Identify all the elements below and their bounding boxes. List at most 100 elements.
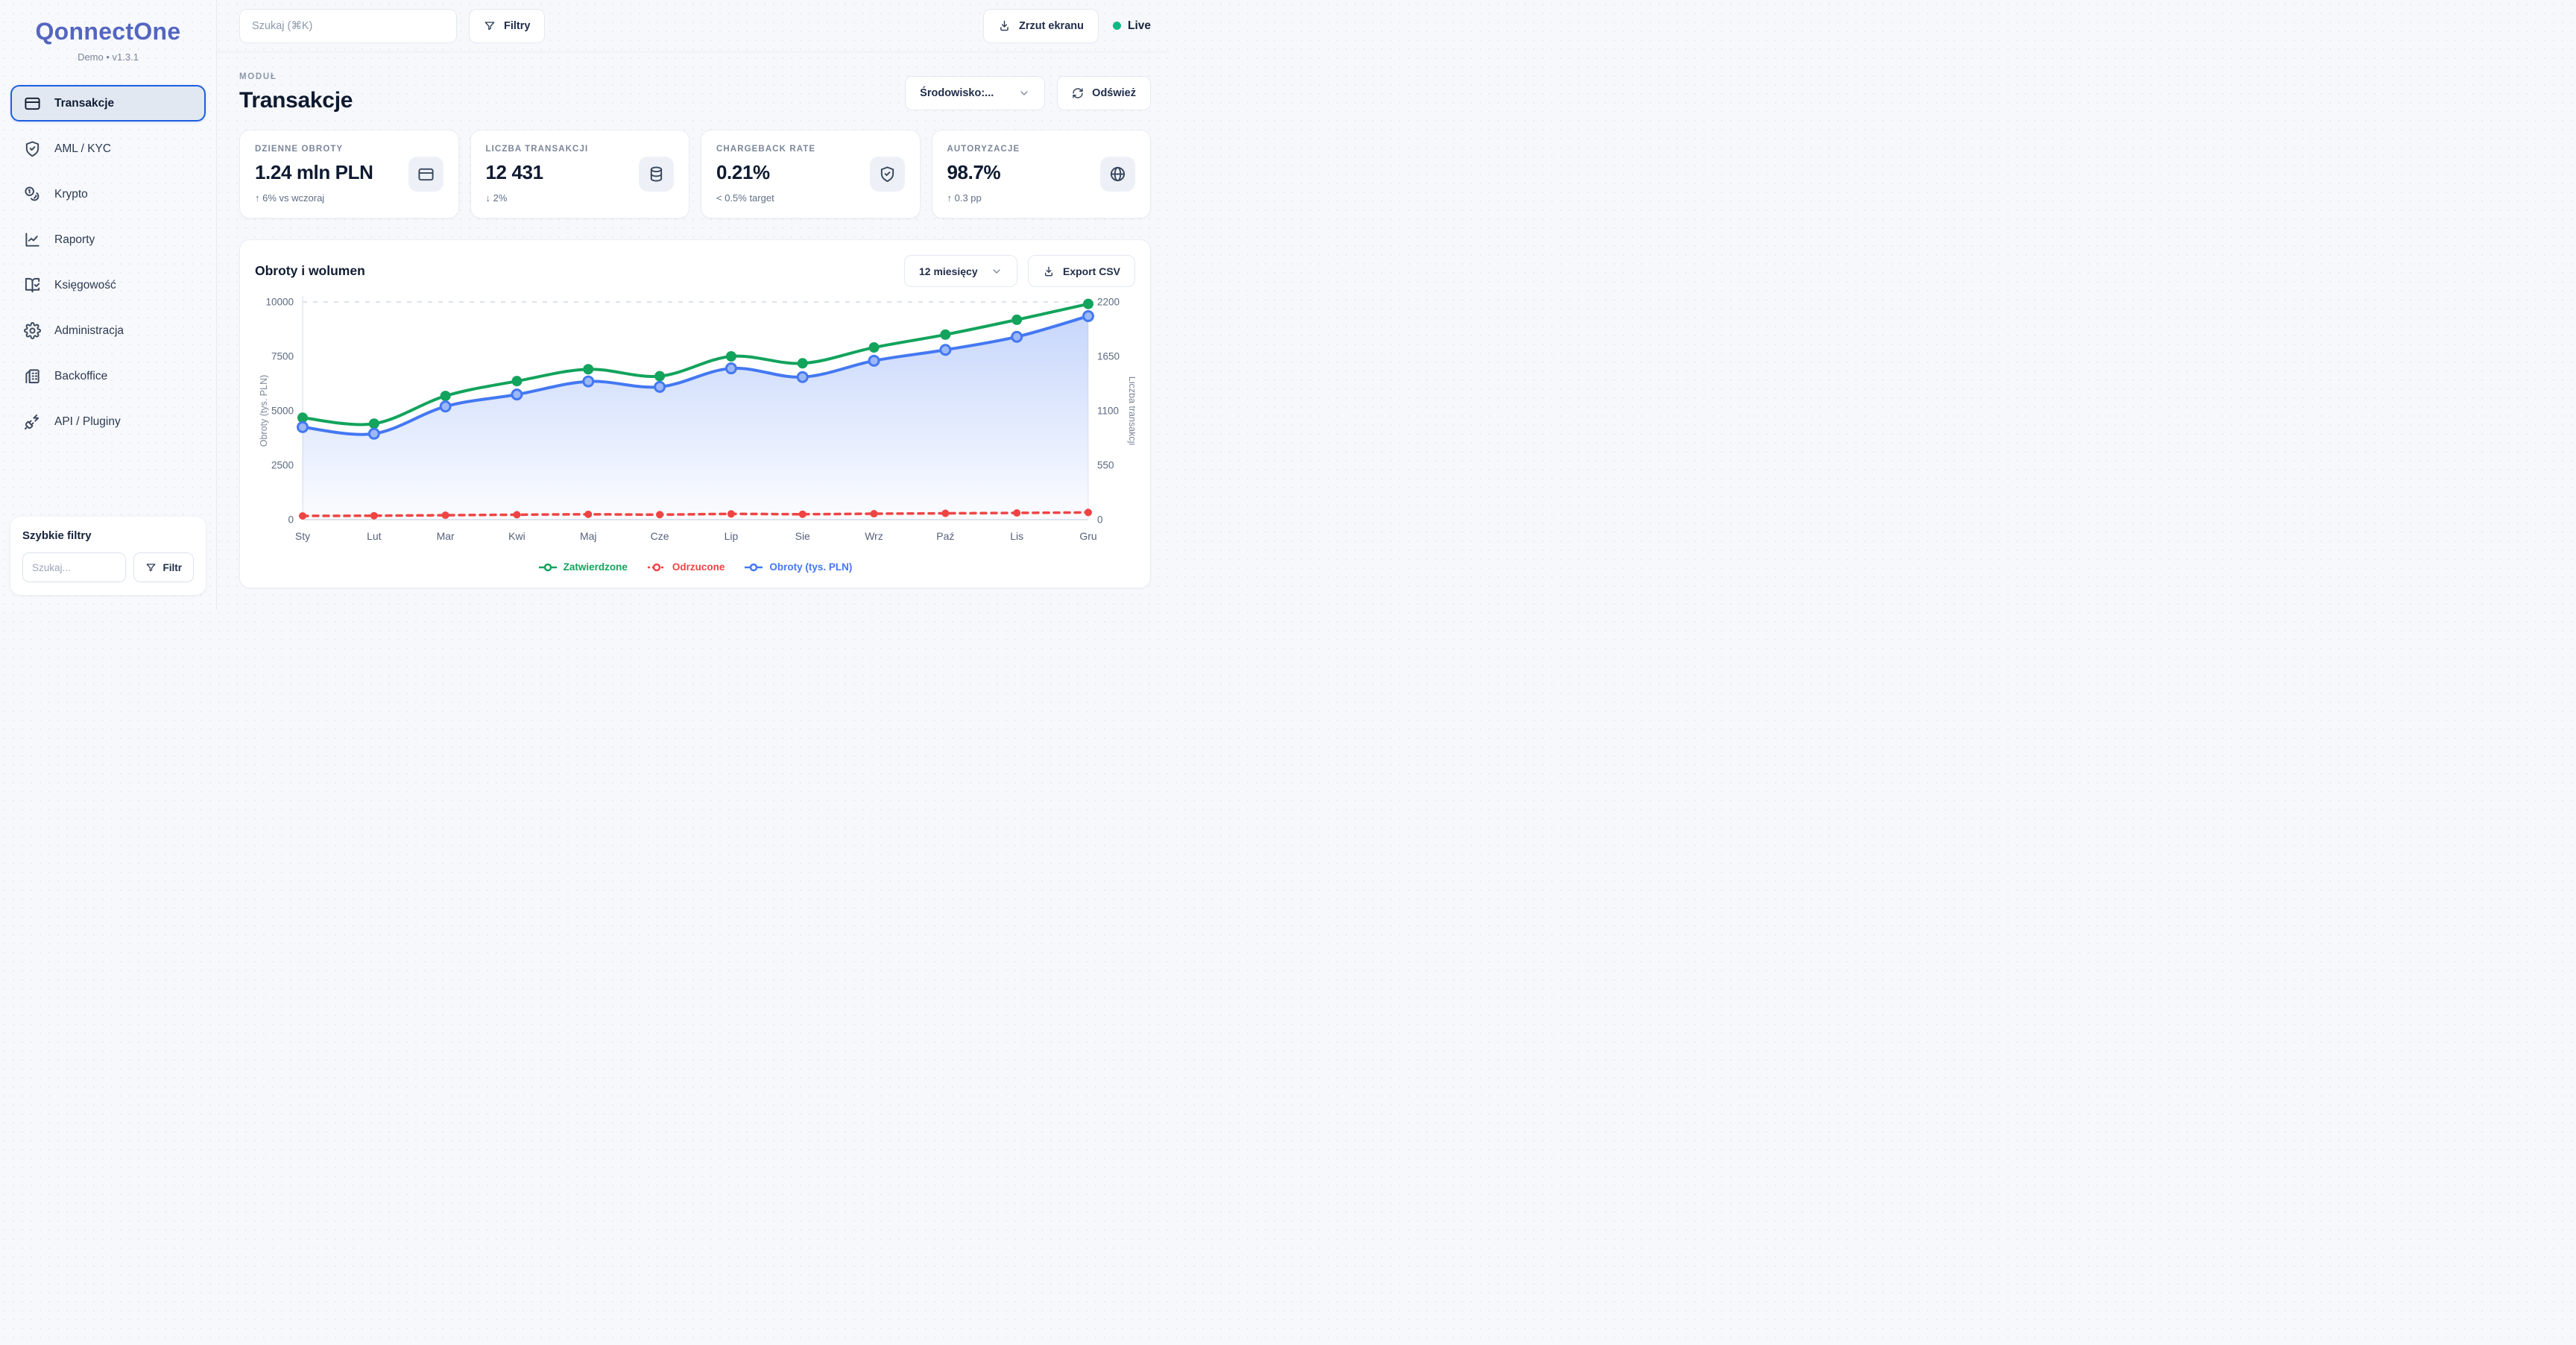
credit-card-icon — [417, 166, 435, 183]
sidebar-nav: Transakcje AML / KYC Krypto Raporty Księgowo… — [10, 85, 206, 440]
data-point-odrzucone — [727, 510, 735, 518]
data-point-zatwierdzone — [583, 364, 594, 375]
data-point-obroty-tys-pln — [1082, 309, 1094, 322]
kpi-metric-sub: ↓ 2% — [485, 192, 508, 204]
legend-marker — [745, 563, 763, 571]
series-area-obroty-tys-pln — [303, 315, 1088, 520]
x-axis-tick: Lut — [367, 530, 382, 542]
kpi-card-liczba-transakcji: LICZBA TRANSAKCJI 12 431 ↓ 2% — [470, 130, 689, 218]
data-point-zatwierdzone — [725, 351, 736, 362]
kpi-metric-value: 98.7% — [947, 161, 1001, 183]
legend-item-zatwierdzone[interactable]: Zatwierdzone — [538, 561, 628, 573]
page-title: Transakcje — [239, 88, 353, 113]
gear-icon — [24, 322, 41, 339]
sidebar-item-api-pluginy[interactable]: API / Pluginy — [10, 403, 206, 440]
kpi-row: DZIENNE OBROTY 1.24 mln PLN ↑ 6% vs wczora… — [239, 130, 1151, 218]
y-axis-right-tick: 1650 — [1097, 351, 1120, 362]
data-point-obroty-tys-pln — [297, 420, 309, 433]
y-axis-left-tick: 7500 — [271, 351, 294, 362]
refresh-icon — [1072, 87, 1084, 99]
chart-legend: Zatwierdzone Odrzucone Obroty (tys. PLN) — [255, 558, 1135, 580]
turnover-volume-chart: 0 2500 5000 7500 10000 0 550 1100 1650 2200 Sty Lut… — [259, 296, 1135, 542]
kpi-card-autoryzacje: AUTORYZACJE 98.7% ↑ 0.3 pp — [931, 130, 1151, 218]
chevron-down-icon — [1018, 87, 1030, 99]
coins-icon — [24, 186, 41, 203]
kpi-icon-box — [408, 157, 443, 192]
brand-subtitle: Demo • v1.3.1 — [78, 51, 139, 63]
x-axis-tick: Maj — [580, 530, 597, 542]
content: MODUŁ Transakcje Środowisko:... Odśwież … — [217, 52, 1169, 610]
quick-filter-search-input[interactable] — [22, 552, 126, 582]
refresh-button[interactable]: Odśwież — [1057, 75, 1151, 110]
x-axis-tick: Lis — [1010, 530, 1023, 542]
quick-filter-button[interactable]: Filtr — [133, 552, 194, 582]
sidebar-item-label: Księgowość — [54, 278, 116, 292]
data-point-odrzucone — [941, 509, 950, 517]
chart-title: Obroty i wolumen — [255, 263, 365, 278]
quick-filters-title: Szybkie filtry — [22, 529, 92, 542]
kpi-metric-sub: ↑ 6% vs wczoraj — [255, 192, 325, 204]
y-axis-left-tick: 2500 — [271, 460, 294, 471]
sidebar-item-ksi-gowo[interactable]: Księgowość — [10, 267, 206, 303]
sidebar-item-label: API / Pluginy — [54, 415, 121, 428]
x-axis-tick: Wrz — [865, 530, 883, 542]
data-point-odrzucone — [870, 510, 878, 518]
y-axis-right-tick: 2200 — [1097, 297, 1120, 308]
kpi-metric-label: DZIENNE OBROTY — [255, 145, 344, 154]
database-icon — [648, 166, 665, 183]
data-point-obroty-tys-pln — [439, 400, 452, 413]
data-point-obroty-tys-pln — [724, 362, 737, 375]
sidebar-item-aml-kyc[interactable]: AML / KYC — [10, 130, 206, 167]
y-axis-right-tick: 0 — [1097, 514, 1103, 526]
main-area: Filtry Zrzut ekranu Live MODUŁ Transakcj… — [217, 0, 1169, 610]
data-point-obroty-tys-pln — [582, 375, 595, 388]
building-icon — [24, 368, 41, 385]
filters-button-label: Filtry — [504, 19, 531, 32]
kpi-metric-label: CHARGEBACK RATE — [716, 145, 816, 154]
data-point-obroty-tys-pln — [654, 380, 666, 393]
brand: QonnectOne Demo • v1.3.1 — [10, 18, 206, 63]
data-point-odrzucone — [656, 511, 664, 519]
x-axis-tick: Sty — [295, 530, 310, 542]
data-point-odrzucone — [441, 511, 449, 520]
y-axis-left-title: Obroty (tys. PLN) — [259, 375, 269, 447]
sidebar-item-backoffice[interactable]: Backoffice — [10, 358, 206, 394]
kpi-icon-box — [639, 157, 674, 192]
legend-item-obroty-tys-pln[interactable]: Obroty (tys. PLN) — [744, 561, 852, 573]
global-search-input[interactable] — [239, 8, 457, 43]
kpi-metric-sub: < 0.5% target — [716, 192, 774, 204]
sidebar-item-raporty[interactable]: Raporty — [10, 221, 206, 258]
data-point-zatwierdzone — [940, 329, 951, 340]
kpi-metric-sub: ↑ 0.3 pp — [947, 192, 982, 204]
y-axis-right-tick: 1100 — [1097, 406, 1119, 417]
sidebar-item-krypto[interactable]: Krypto — [10, 176, 206, 212]
data-point-zatwierdzone — [511, 376, 523, 387]
export-csv-button[interactable]: Export CSV — [1027, 255, 1135, 287]
legend-label: Zatwierdzone — [563, 561, 628, 573]
legend-marker — [538, 563, 557, 571]
sidebar-item-label: Administracja — [54, 324, 124, 337]
sidebar-item-transakcje[interactable]: Transakcje — [10, 85, 206, 122]
legend-marker — [647, 563, 666, 571]
plug-icon — [24, 413, 41, 430]
chart-range-select-value: 12 miesięcy — [918, 265, 978, 277]
y-axis-right-tick: 550 — [1097, 460, 1114, 471]
legend-label: Odrzucone — [672, 561, 725, 573]
x-axis-tick: Paź — [936, 530, 954, 542]
filters-button[interactable]: Filtry — [469, 8, 546, 43]
topbar: Filtry Zrzut ekranu Live — [217, 0, 1169, 52]
data-point-zatwierdzone — [1083, 298, 1093, 309]
environment-select[interactable]: Środowisko:... — [905, 75, 1046, 110]
kpi-icon-box — [869, 157, 905, 192]
sidebar-item-administracja[interactable]: Administracja — [10, 312, 206, 349]
brand-logo: QonnectOne — [35, 18, 181, 45]
data-point-zatwierdzone — [440, 391, 451, 402]
chart-range-select[interactable]: 12 miesięcy — [903, 255, 1017, 287]
screenshot-button[interactable]: Zrzut ekranu — [982, 8, 1099, 43]
y-axis-left-tick: 0 — [288, 514, 294, 526]
legend-item-odrzucone[interactable]: Odrzucone — [647, 561, 725, 573]
live-status-dot — [1112, 22, 1121, 30]
globe-icon — [1109, 166, 1126, 183]
shield-check-icon — [24, 140, 41, 157]
sidebar-item-label: Backoffice — [54, 369, 108, 382]
